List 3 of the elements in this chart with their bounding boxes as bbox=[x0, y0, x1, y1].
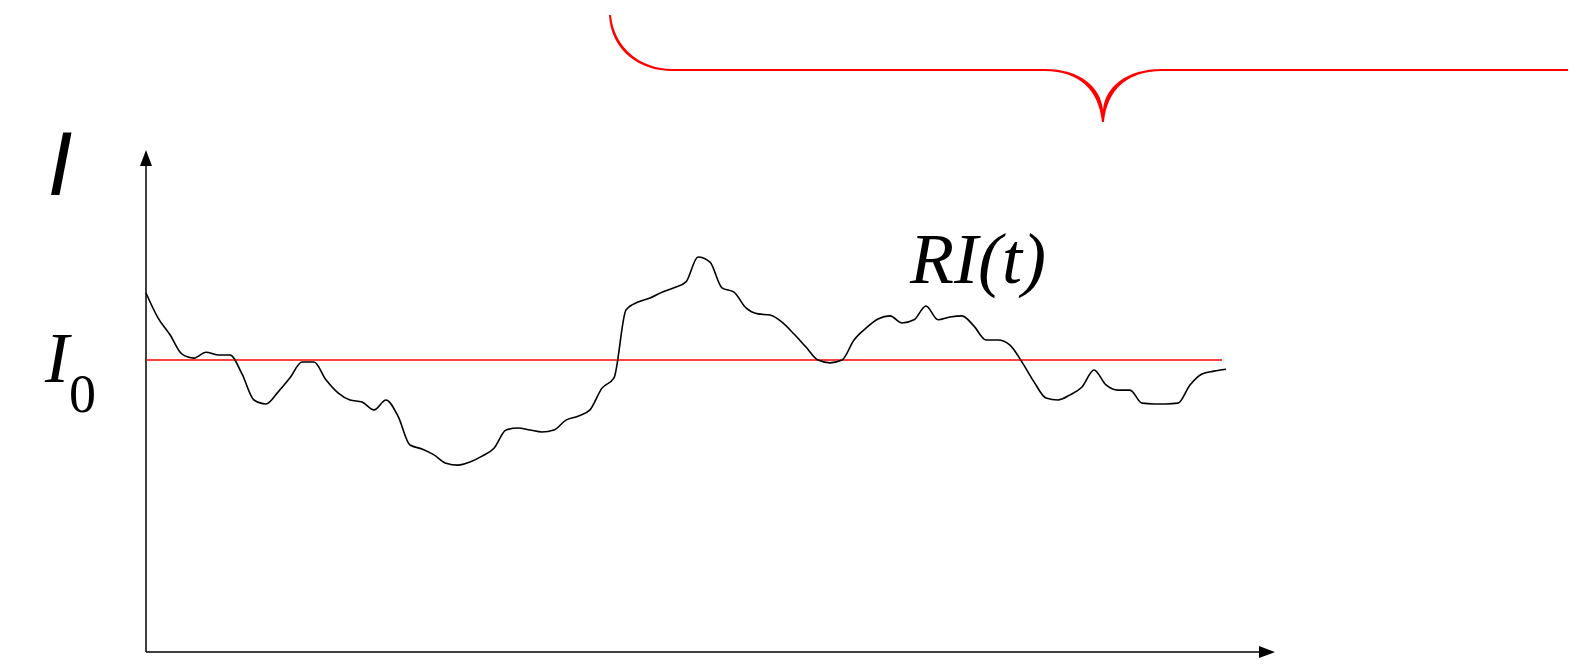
y-axis-title: I bbox=[47, 114, 73, 214]
series-label: RI(t) bbox=[909, 219, 1046, 299]
ref-line-label: I$_{0}$ bbox=[44, 318, 96, 425]
